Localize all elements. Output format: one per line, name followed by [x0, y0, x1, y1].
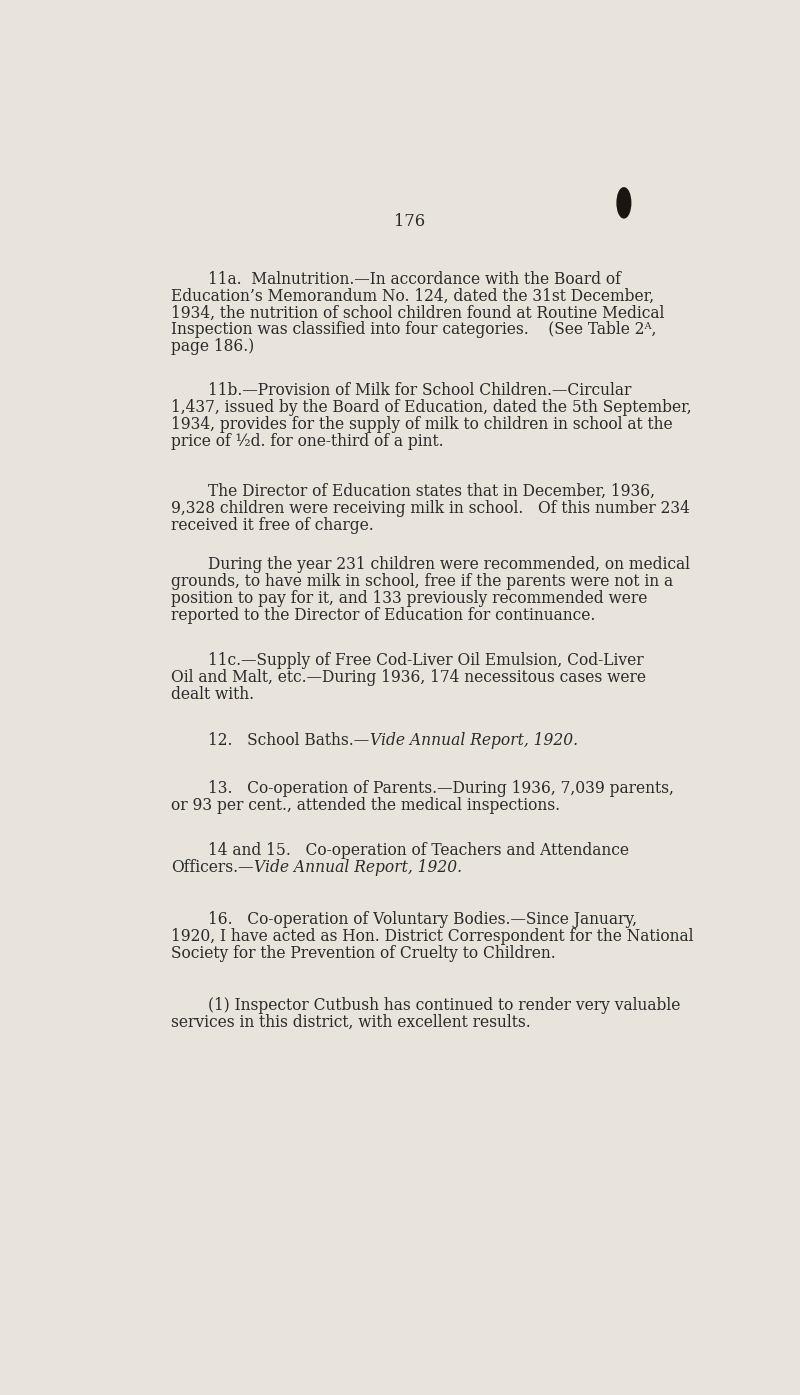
Text: 9,328 children were receiving milk in school.   Of this number 234: 9,328 children were receiving milk in sc…	[171, 501, 690, 518]
Text: Inspection was classified into four categories.    (See Table 2ᴬ,: Inspection was classified into four cate…	[171, 321, 657, 339]
Text: price of ½d. for one-third of a pint.: price of ½d. for one-third of a pint.	[171, 432, 444, 451]
Text: 13.   Co-operation of Parents.—During 1936, 7,039 parents,: 13. Co-operation of Parents.—During 1936…	[209, 780, 674, 797]
Text: grounds, to have milk in school, free if the parents were not in a: grounds, to have milk in school, free if…	[171, 573, 674, 590]
Text: reported to the Director of Education for continuance.: reported to the Director of Education fo…	[171, 607, 596, 624]
Text: Officers.—: Officers.—	[171, 859, 254, 876]
Ellipse shape	[617, 188, 630, 218]
Text: Education’s Memorandum No. 124, dated the 31st December,: Education’s Memorandum No. 124, dated th…	[171, 287, 654, 304]
Text: 176: 176	[394, 212, 426, 230]
Text: 11a.  Malnutrition.—In accordance with the Board of: 11a. Malnutrition.—In accordance with th…	[209, 271, 622, 287]
Text: position to pay for it, and 133 previously recommended were: position to pay for it, and 133 previous…	[171, 590, 648, 607]
Text: or 93 per cent., attended the medical inspections.: or 93 per cent., attended the medical in…	[171, 797, 561, 813]
Text: 1934, provides for the supply of milk to children in school at the: 1934, provides for the supply of milk to…	[171, 416, 673, 434]
Text: Vide Annual Report, 1920.: Vide Annual Report, 1920.	[254, 859, 462, 876]
Text: 1,437, issued by the Board of Education, dated the 5th September,: 1,437, issued by the Board of Education,…	[171, 399, 692, 416]
Text: received it free of charge.: received it free of charge.	[171, 518, 374, 534]
Text: The Director of Education states that in December, 1936,: The Director of Education states that in…	[209, 483, 655, 501]
Text: Society for the Prevention of Cruelty to Children.: Society for the Prevention of Cruelty to…	[171, 944, 556, 961]
Text: Vide Annual Report, 1920.: Vide Annual Report, 1920.	[370, 732, 578, 749]
Text: During the year 231 children were recommended, on medical: During the year 231 children were recomm…	[209, 557, 690, 573]
Text: 16.   Co-operation of Voluntary Bodies.—Since January,: 16. Co-operation of Voluntary Bodies.—Si…	[209, 911, 638, 928]
Text: 1920, I have acted as Hon. District Correspondent for the National: 1920, I have acted as Hon. District Corr…	[171, 928, 694, 944]
Text: 11c.—Supply of Free Cod-Liver Oil Emulsion, Cod-Liver: 11c.—Supply of Free Cod-Liver Oil Emulsi…	[209, 651, 644, 668]
Text: services in this district, with excellent results.: services in this district, with excellen…	[171, 1014, 531, 1031]
Text: (1) Inspector Cutbush has continued to render very valuable: (1) Inspector Cutbush has continued to r…	[209, 996, 681, 1014]
Text: 14 and 15.   Co-operation of Teachers and Attendance: 14 and 15. Co-operation of Teachers and …	[209, 843, 630, 859]
Text: 12.   School Baths.—: 12. School Baths.—	[209, 732, 370, 749]
Text: dealt with.: dealt with.	[171, 686, 254, 703]
Text: Oil and Malt, etc.—During 1936, 174 necessitous cases were: Oil and Malt, etc.—During 1936, 174 nece…	[171, 668, 646, 686]
Text: 11b.—Provision of Milk for School Children.—Circular: 11b.—Provision of Milk for School Childr…	[209, 382, 632, 399]
Text: 1934, the nutrition of school children found at Routine Medical: 1934, the nutrition of school children f…	[171, 304, 665, 321]
Text: page 186.): page 186.)	[171, 339, 254, 356]
